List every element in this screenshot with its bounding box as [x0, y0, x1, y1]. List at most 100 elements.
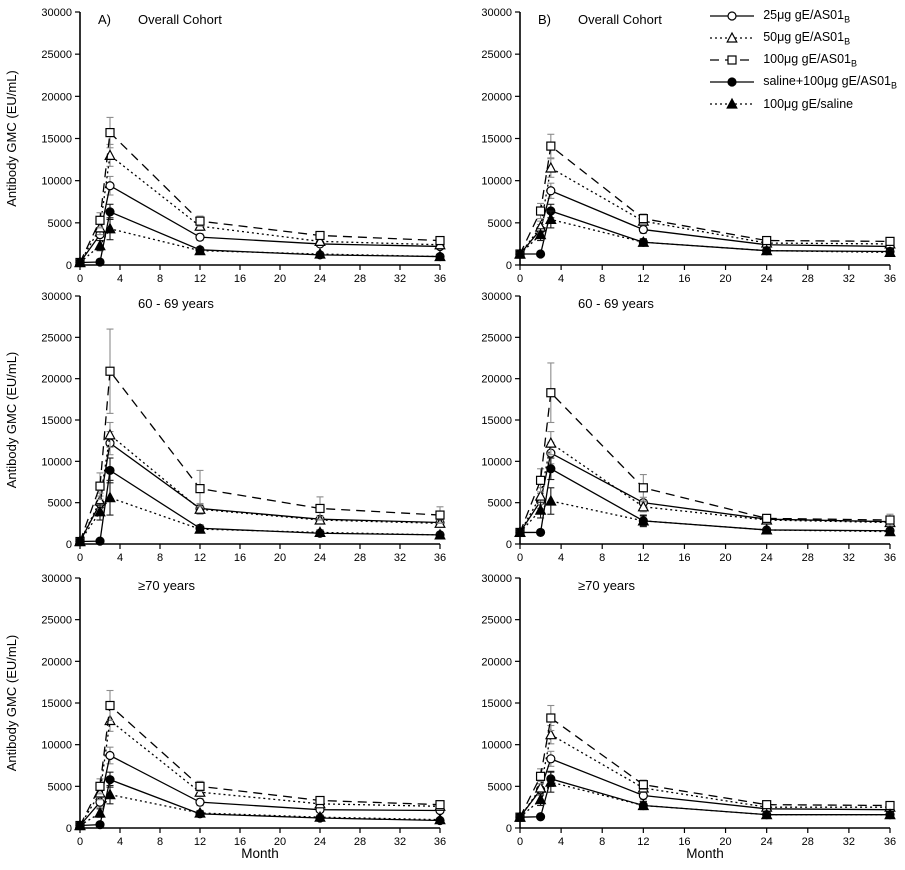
chart-panel-60-69-left-svg: 0 5000 10000 15000 20000 25000 30000 0 4 8 12 16 20 2… — [4, 291, 446, 564]
axes — [79, 578, 440, 829]
series-filled-circle — [75, 771, 445, 831]
y-axis-title: Antibody GMC (EU/mL) — [4, 70, 19, 207]
error-bars — [516, 457, 894, 535]
error-bars — [76, 431, 444, 543]
svg-text:15000: 15000 — [481, 698, 512, 710]
svg-text:36: 36 — [884, 552, 896, 564]
svg-text:36: 36 — [434, 552, 446, 564]
error-bars — [76, 203, 444, 264]
svg-text:12: 12 — [637, 552, 649, 564]
svg-text:0: 0 — [506, 823, 512, 835]
svg-text:25000: 25000 — [481, 332, 512, 344]
svg-text:12: 12 — [194, 273, 206, 285]
error-bars — [76, 457, 444, 543]
svg-text:20000: 20000 — [481, 656, 512, 668]
chart-panel-b: 0 5000 10000 15000 20000 25000 30000 0 4 8 12 16 20 2… — [452, 0, 905, 290]
svg-text:20000: 20000 — [41, 656, 72, 668]
svg-text:16: 16 — [678, 836, 690, 848]
filled-triangle-markers — [514, 213, 896, 259]
y-axis-title: Antibody GMC (EU/mL) — [4, 635, 19, 772]
open-triangle-markers — [74, 428, 446, 547]
svg-text:15000: 15000 — [41, 698, 72, 710]
series-line — [79, 210, 441, 264]
svg-text:30000: 30000 — [481, 573, 512, 585]
chart-panel-70plus-right-svg: 0 5000 10000 15000 20000 25000 30000 0 4 8 12 16 20 2… — [481, 573, 896, 861]
chart-panel-70plus-left: 0 5000 10000 15000 20000 25000 30000 0 4 8 12 16 20 2… — [0, 570, 452, 870]
svg-text:20: 20 — [719, 273, 731, 285]
svg-text:8: 8 — [157, 273, 163, 285]
series-filled-triangle — [514, 210, 896, 259]
x-axis-title: Month — [686, 846, 724, 861]
svg-text:15000: 15000 — [41, 134, 72, 146]
series-line — [519, 189, 891, 255]
series-line — [79, 754, 441, 826]
series-line — [519, 452, 891, 533]
svg-text:8: 8 — [599, 273, 605, 285]
svg-text:10000: 10000 — [481, 456, 512, 468]
chart-panel-70plus-right: 0 5000 10000 15000 20000 25000 30000 0 4 8 12 16 20 2… — [452, 570, 905, 870]
error-bars — [516, 431, 894, 535]
series-line — [519, 778, 890, 818]
svg-text:0: 0 — [77, 273, 83, 285]
svg-text:12: 12 — [194, 836, 206, 848]
svg-text:20: 20 — [274, 836, 286, 848]
svg-text:24: 24 — [761, 836, 773, 848]
svg-text:15000: 15000 — [481, 415, 512, 427]
legend-label: 25μg gE/AS01B — [763, 7, 851, 25]
open-triangle-markers — [514, 436, 896, 538]
chart-panel-a: 0 5000 10000 15000 20000 25000 30000 0 4 8 12 16 20 2… — [0, 0, 452, 290]
svg-text:8: 8 — [157, 552, 163, 564]
svg-text:12: 12 — [194, 552, 206, 564]
series-line — [79, 442, 441, 542]
svg-text:5000: 5000 — [488, 781, 512, 793]
legend-filled-triangle-icon — [710, 97, 755, 109]
svg-text:16: 16 — [234, 836, 246, 848]
svg-text:25000: 25000 — [41, 615, 72, 627]
series-filled-circle — [515, 203, 895, 259]
panel-title: 60 - 69 years — [578, 296, 654, 311]
legend-item-3: saline+100μg gE/AS01B — [709, 72, 897, 92]
panel-title: 60 - 69 years — [138, 296, 214, 311]
svg-text:4: 4 — [117, 836, 123, 848]
svg-text:5000: 5000 — [48, 218, 72, 230]
svg-text:36: 36 — [884, 273, 896, 285]
series-open-triangle — [514, 724, 896, 822]
series-filled-circle — [75, 457, 445, 547]
svg-text:24: 24 — [314, 273, 326, 285]
series-open-triangle — [514, 158, 896, 259]
panel-title: ≥70 years — [578, 578, 635, 593]
svg-text:20000: 20000 — [481, 374, 512, 386]
svg-text:0: 0 — [77, 552, 83, 564]
svg-text:25000: 25000 — [41, 332, 72, 344]
error-bars — [516, 362, 894, 535]
open-triangle-markers — [514, 728, 896, 822]
svg-text:28: 28 — [354, 273, 366, 285]
series-line — [519, 218, 891, 255]
svg-text:20: 20 — [719, 552, 731, 564]
series-filled-triangle — [74, 479, 446, 547]
chart-panel-70plus-left-svg: 0 5000 10000 15000 20000 25000 30000 0 4 8 12 16 20 2… — [4, 573, 446, 861]
svg-text:25000: 25000 — [41, 49, 72, 61]
svg-text:4: 4 — [558, 552, 564, 564]
svg-text:25000: 25000 — [481, 49, 512, 61]
svg-text:28: 28 — [802, 273, 814, 285]
svg-text:12: 12 — [637, 273, 649, 285]
svg-text:0: 0 — [66, 260, 72, 272]
series-open-triangle — [74, 709, 446, 831]
error-bars — [76, 175, 444, 264]
series-filled-circle — [515, 770, 895, 822]
svg-text:16: 16 — [678, 552, 690, 564]
series-filled-triangle — [74, 217, 446, 268]
series-line — [79, 433, 441, 542]
legend-label: 100μg gE/AS01B — [763, 51, 858, 69]
series-line — [79, 184, 441, 263]
svg-text:15000: 15000 — [41, 415, 72, 427]
svg-text:5000: 5000 — [488, 498, 512, 510]
series-line — [79, 778, 441, 827]
svg-text:20: 20 — [274, 273, 286, 285]
panel-letter-label: A) — [98, 12, 111, 27]
tick-labels: 0 5000 10000 15000 20000 25000 30000 0 4 8 12 16 20 2… — [41, 7, 446, 285]
series-open-circle — [75, 431, 445, 547]
svg-text:8: 8 — [157, 836, 163, 848]
